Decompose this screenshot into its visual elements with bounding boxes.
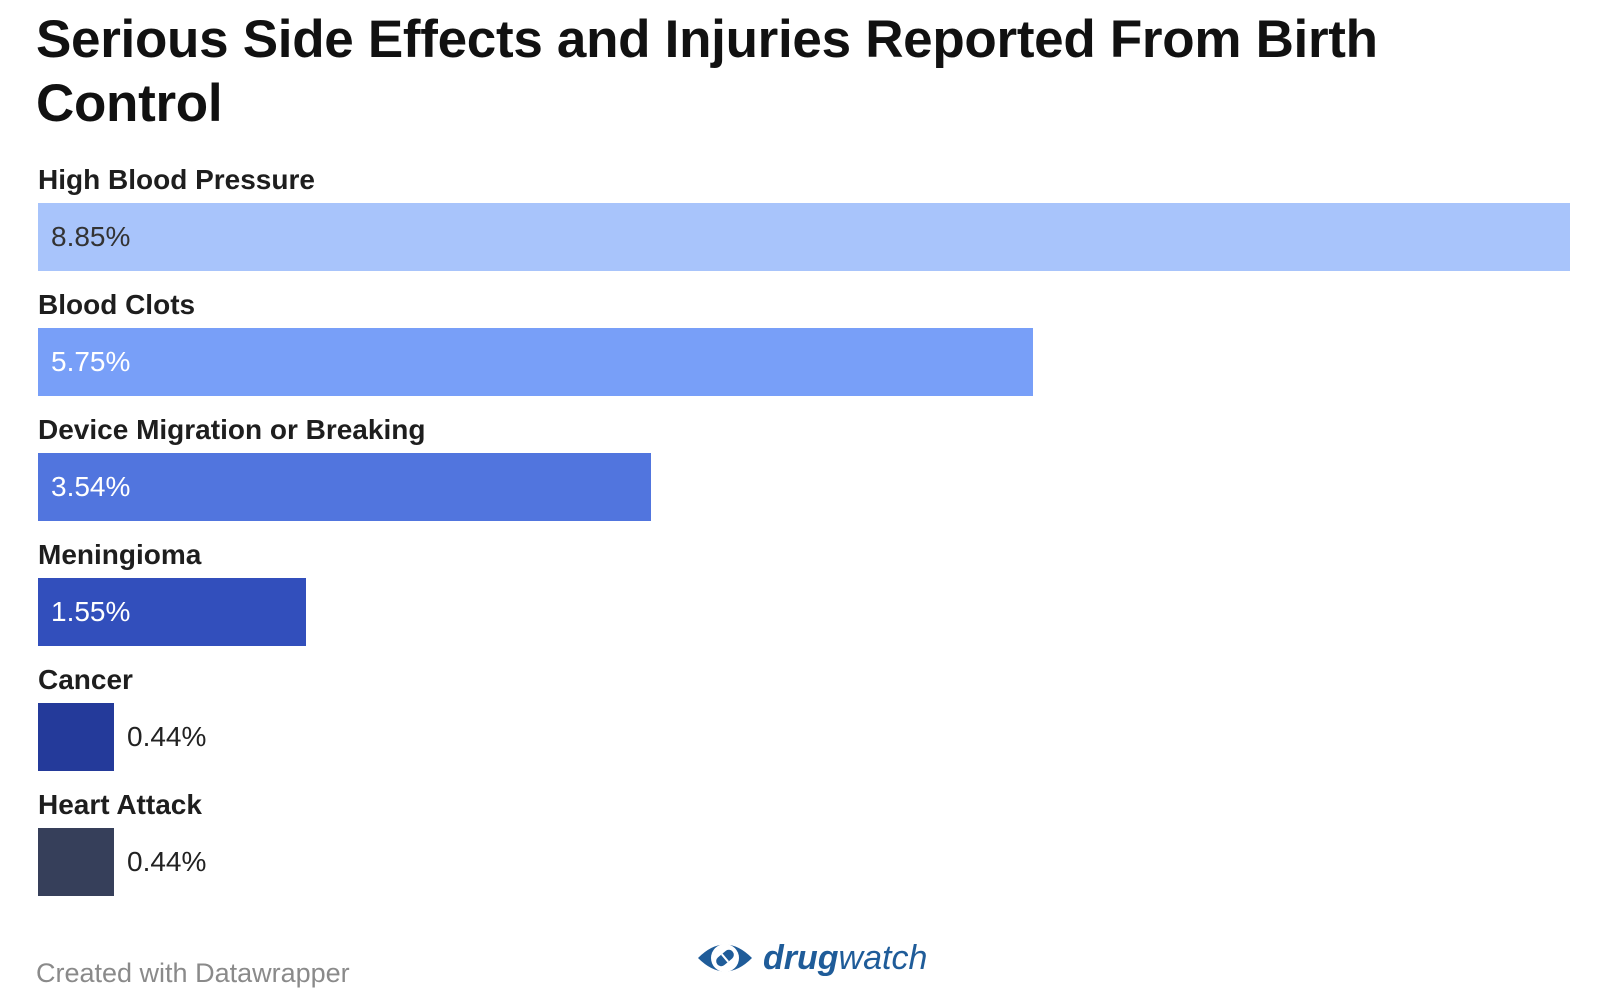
chart-title: Serious Side Effects and Injuries Report… bbox=[36, 10, 1378, 133]
bar bbox=[38, 578, 306, 646]
footer-credit[interactable]: Created with Datawrapper bbox=[36, 958, 350, 988]
bar bbox=[38, 453, 651, 521]
value-label: 1.55% bbox=[51, 596, 131, 627]
bar bbox=[38, 703, 114, 771]
category-label: Meningioma bbox=[38, 539, 202, 570]
value-label: 8.85% bbox=[51, 221, 131, 252]
bar bbox=[38, 203, 1570, 271]
logo-brand-bold: drug bbox=[763, 938, 839, 977]
value-label: 5.75% bbox=[51, 346, 131, 377]
logo-brand-rest: watch bbox=[838, 938, 928, 977]
category-label: High Blood Pressure bbox=[38, 164, 315, 195]
value-label: 0.44% bbox=[127, 721, 207, 752]
category-label: Heart Attack bbox=[38, 789, 202, 820]
bar bbox=[38, 328, 1033, 396]
category-label: Device Migration or Breaking bbox=[38, 414, 426, 445]
eye-pill-icon bbox=[698, 944, 752, 972]
value-label: 3.54% bbox=[51, 471, 131, 502]
category-label: Blood Clots bbox=[38, 289, 196, 320]
value-label: 0.44% bbox=[127, 846, 207, 877]
drugwatch-logo: drugwatch bbox=[695, 934, 927, 982]
category-label: Cancer bbox=[38, 664, 133, 695]
logo-wordmark: drugwatch bbox=[763, 939, 927, 978]
bar bbox=[38, 828, 114, 896]
